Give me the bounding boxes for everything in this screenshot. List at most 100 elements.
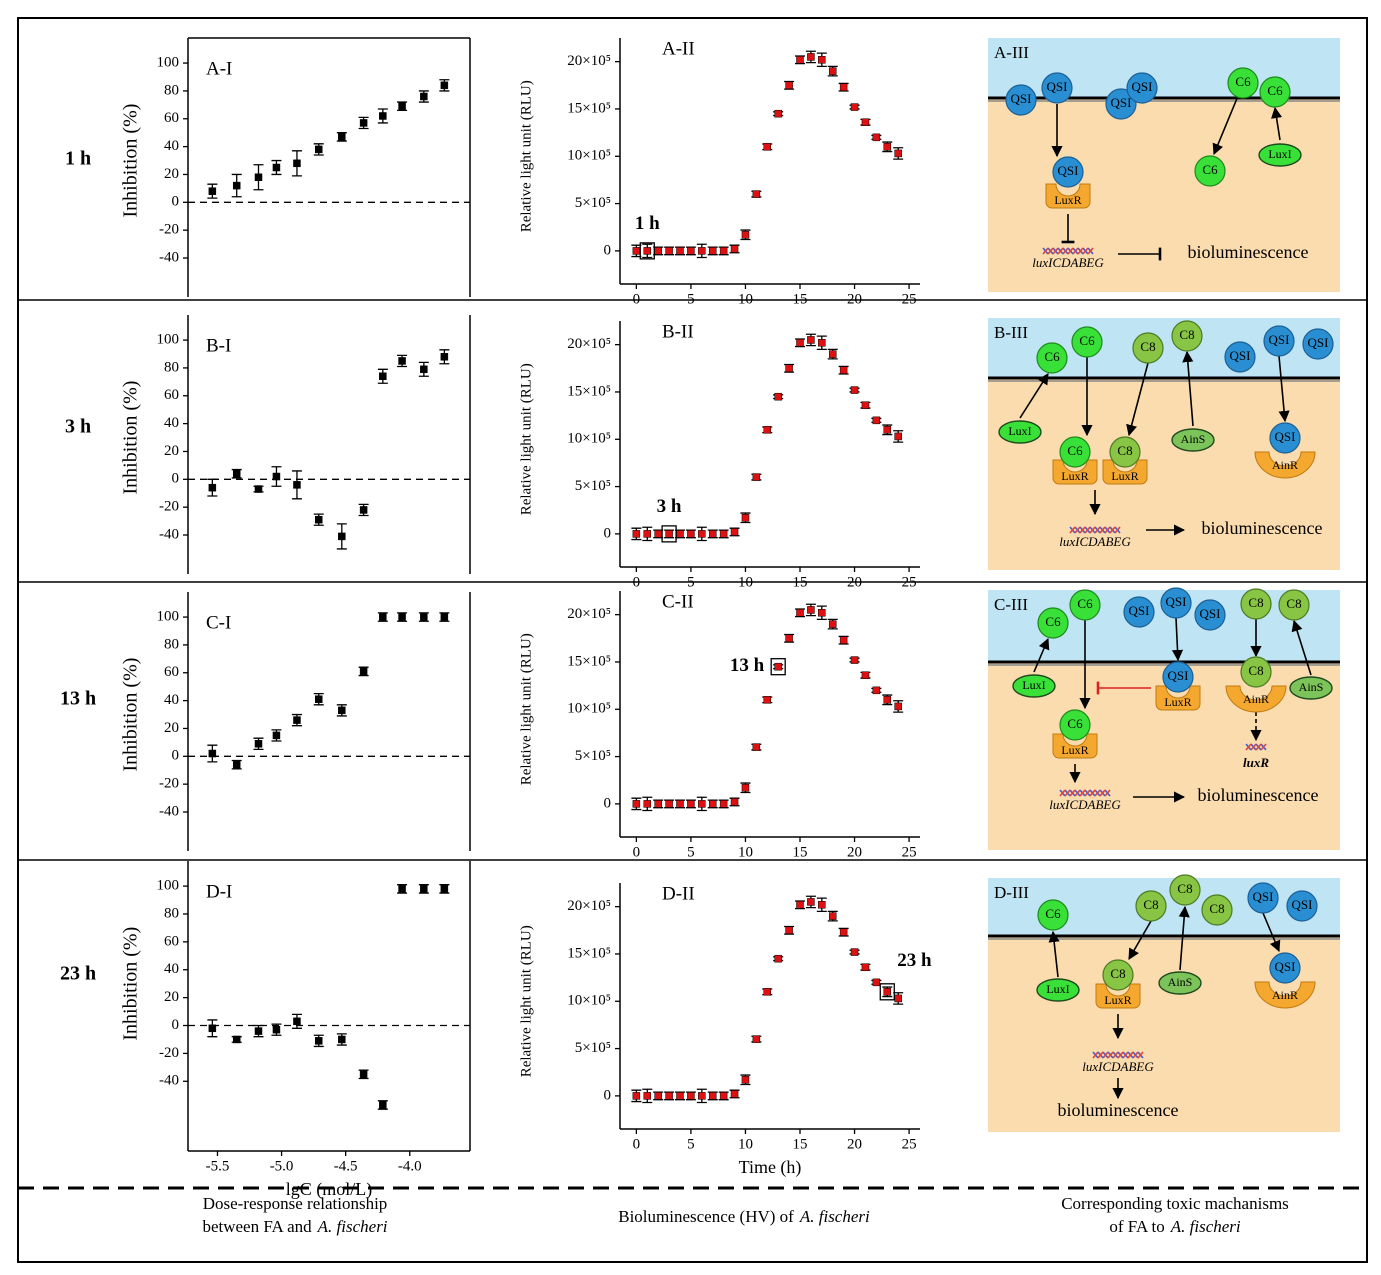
diagram-label: LuxR — [1061, 469, 1088, 483]
figure: 1 h3 h13 h23 h-40-20020406080100A-IInhib… — [0, 0, 1381, 1275]
caption-line: Bioluminescence (HV) of — [618, 1207, 794, 1226]
point — [851, 949, 858, 956]
y-tick-label: 0 — [604, 242, 612, 258]
y-tick-label: 20×10⁵ — [567, 606, 611, 622]
diagram-label: LuxI — [1268, 147, 1291, 161]
point — [666, 1092, 673, 1099]
point — [655, 1092, 662, 1099]
caption-species: A. fischeri — [317, 1217, 388, 1236]
diagram-label: LuxI — [1022, 678, 1045, 692]
y-tick-label: -40 — [159, 1073, 179, 1089]
point — [338, 707, 345, 714]
point — [775, 393, 782, 400]
diagram-label: luxR — [1243, 755, 1269, 770]
x-tick-label: -5.5 — [206, 1158, 230, 1174]
x-tick-label: 0 — [633, 1136, 641, 1152]
diagram-label: luxICDABEG — [1049, 797, 1121, 812]
annotation: 13 h — [730, 655, 765, 676]
point — [666, 530, 673, 537]
point — [895, 703, 902, 710]
y-tick-label: 15×10⁵ — [567, 100, 611, 116]
point — [698, 800, 705, 807]
point — [633, 800, 640, 807]
point — [742, 231, 749, 238]
diagram-label: QSI — [1047, 79, 1068, 94]
point — [360, 506, 367, 513]
point — [851, 104, 858, 111]
y-tick-label: 20 — [164, 989, 179, 1005]
point — [273, 164, 280, 171]
x-tick-label: 5 — [687, 844, 695, 860]
y-tick-label: 20×10⁵ — [567, 898, 611, 914]
point — [677, 1092, 684, 1099]
point — [775, 955, 782, 962]
point — [293, 1018, 300, 1025]
diagram-label: LuxR — [1104, 993, 1131, 1007]
point — [764, 988, 771, 995]
point — [379, 373, 386, 380]
point — [709, 530, 716, 537]
diagram-label: C6 — [1044, 349, 1060, 364]
row-label: 3 h — [65, 416, 91, 438]
point — [698, 1092, 705, 1099]
point — [884, 143, 891, 150]
x-tick-label: 20 — [847, 574, 862, 590]
diagram-label: QSI — [1058, 163, 1079, 178]
diagram-label: C8 — [1177, 881, 1192, 896]
point — [293, 160, 300, 167]
diagram-label: luxICDABEG — [1082, 1059, 1154, 1074]
annotation: 23 h — [897, 950, 932, 971]
diagram-label: C8 — [1117, 443, 1132, 458]
y-tick-label: -40 — [159, 803, 179, 819]
point — [233, 1036, 240, 1043]
mechanism-diagram: D-IIILuxRAinRC6C8C8C8QSIQSILuxIC8AinSQSI… — [988, 875, 1340, 1132]
x-tick-label: 25 — [902, 574, 917, 590]
point — [315, 146, 322, 153]
point — [818, 339, 825, 346]
y-tick-label: 80 — [164, 359, 179, 375]
point — [840, 84, 847, 91]
diagram-label: LuxR — [1111, 469, 1138, 483]
point — [360, 1071, 367, 1078]
point — [293, 481, 300, 488]
point — [873, 687, 880, 694]
diagram-title: A-III — [994, 43, 1029, 62]
point — [731, 245, 738, 252]
point — [807, 53, 814, 60]
x-tick-label: 0 — [633, 844, 641, 860]
point — [818, 56, 825, 63]
diagram-label: QSI — [1166, 594, 1187, 609]
point — [633, 1092, 640, 1099]
point — [360, 668, 367, 675]
mechanism-diagram: A-IIILuxRQSIQSIQSIQSIC6C6C6LuxIQSIluxICD… — [988, 38, 1340, 292]
point — [818, 609, 825, 616]
y-tick-label: 60 — [164, 110, 179, 126]
point — [644, 247, 651, 254]
diagram-label: C8 — [1110, 966, 1125, 981]
diagram-label: LuxI — [1046, 982, 1069, 996]
panel-title: B-I — [206, 335, 231, 356]
point — [731, 798, 738, 805]
point — [709, 247, 716, 254]
caption-line: of FA to — [1109, 1217, 1164, 1236]
diagram-label: C6 — [1202, 162, 1218, 177]
point — [420, 614, 427, 621]
point — [720, 1092, 727, 1099]
point — [840, 929, 847, 936]
point — [379, 614, 386, 621]
row-label: 23 h — [60, 963, 96, 985]
point — [764, 696, 771, 703]
point — [797, 609, 804, 616]
y-tick-label: 20×10⁵ — [567, 336, 611, 352]
y-axis-label: Relative light unit (RLU) — [518, 925, 534, 1077]
diagram-label: AinS — [1299, 680, 1324, 694]
point — [255, 486, 262, 493]
y-tick-label: 5×10⁵ — [575, 1040, 611, 1056]
point — [775, 110, 782, 117]
point — [666, 247, 673, 254]
point — [666, 800, 673, 807]
x-tick-label: 15 — [793, 1136, 808, 1152]
x-tick-label: -4.0 — [398, 1158, 422, 1174]
x-tick-label: 5 — [687, 291, 695, 307]
y-tick-label: 40 — [164, 415, 179, 431]
